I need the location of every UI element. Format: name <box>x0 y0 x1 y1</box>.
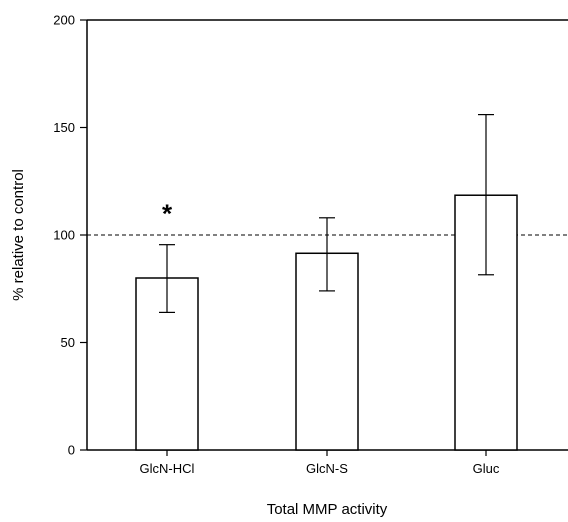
x-tick-label: GlcN-HCl <box>140 461 195 476</box>
y-tick-label: 50 <box>61 335 75 350</box>
plot-area: 0 50 100 150 200 GlcN-HCl GlcN-S Gluc * <box>53 13 568 476</box>
x-axis-title: Total MMP activity <box>267 501 388 518</box>
y-tick-label: 0 <box>68 443 75 458</box>
significance-marker: * <box>162 199 173 229</box>
y-tick-label: 200 <box>53 13 75 28</box>
y-tick-label: 100 <box>53 228 75 243</box>
y-axis-title: % relative to control <box>10 169 27 301</box>
y-tick-label: 150 <box>53 120 75 135</box>
x-tick-label: GlcN-S <box>306 461 348 476</box>
x-tick-label: Gluc <box>473 461 500 476</box>
